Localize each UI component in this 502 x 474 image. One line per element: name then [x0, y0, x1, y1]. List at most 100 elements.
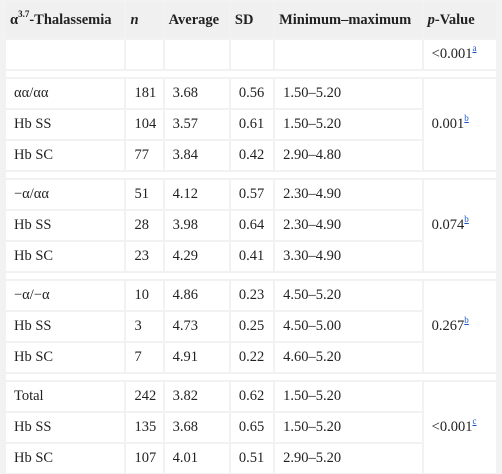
row-label: αα/αα — [6, 79, 125, 108]
table-row: Hb SS 135 3.68 0.65 1.50–5.20 — [6, 413, 496, 442]
table-row: −α/αα 51 4.12 0.57 2.30–4.90 0.074b — [6, 180, 496, 271]
header-row: α3.7-Thalassemia n Average SD Minimum–ma… — [6, 2, 496, 38]
row-sd: 0.25 — [230, 312, 274, 341]
spacer-cell — [6, 172, 496, 178]
group-p-value: 0.074b — [423, 180, 496, 271]
table-row: Hb SS 28 3.98 0.64 2.30–4.90 — [6, 211, 496, 240]
table-row: Hb SS 3 4.73 0.25 4.50–5.00 — [6, 312, 496, 341]
row-average: 4.73 — [164, 312, 229, 341]
row-average: 3.98 — [164, 211, 229, 240]
row-range: 2.90–4.80 — [275, 141, 422, 170]
row-sd: 0.23 — [230, 281, 274, 310]
row-label: Hb SC — [6, 141, 125, 170]
empty-cell — [275, 40, 422, 69]
row-n: 10 — [126, 281, 163, 310]
header-sd: SD — [230, 2, 274, 38]
row-n: 242 — [126, 382, 163, 411]
row-range: 4.50–5.20 — [275, 281, 422, 310]
row-sd: 0.62 — [230, 382, 274, 411]
row-range: 1.50–5.20 — [275, 110, 422, 139]
row-range: 1.50–5.20 — [275, 413, 422, 442]
row-sd: 0.22 — [230, 343, 274, 372]
table-row: Hb SC 7 4.91 0.22 4.60–5.20 — [6, 343, 496, 372]
table-row: Total 242 3.82 0.62 1.50–5.20 <0.001c — [6, 382, 496, 473]
row-n: 23 — [126, 242, 163, 271]
thalassemia-table: α3.7-Thalassemia n Average SD Minimum–ma… — [4, 0, 498, 474]
row-label: −α/αα — [6, 180, 125, 209]
group-spacer — [6, 273, 496, 279]
row-average: 4.29 — [164, 242, 229, 271]
row-average: 3.68 — [164, 79, 229, 108]
table-row: Hb SC 23 4.29 0.41 3.30–4.90 — [6, 242, 496, 271]
spacer-cell — [6, 71, 496, 77]
row-average: 3.68 — [164, 413, 229, 442]
row-average: 3.84 — [164, 141, 229, 170]
row-average: 4.86 — [164, 281, 229, 310]
row-average: 3.57 — [164, 110, 229, 139]
row-average: 4.01 — [164, 444, 229, 473]
spacer-cell — [6, 374, 496, 380]
row-average: 3.82 — [164, 382, 229, 411]
empty-cell — [230, 40, 274, 69]
row-n: 135 — [126, 413, 163, 442]
row-range: 2.90–5.20 — [275, 444, 422, 473]
row-sd: 0.41 — [230, 242, 274, 271]
table-row: αα/αα 181 3.68 0.56 1.50–5.20 0.001b — [6, 79, 496, 170]
header-p-value: p-Value — [423, 2, 496, 38]
row-n: 181 — [126, 79, 163, 108]
header-thalassemia: α3.7-Thalassemia — [6, 2, 125, 38]
overall-p-value: <0.001a — [423, 40, 496, 69]
row-range: 2.30–4.90 — [275, 180, 422, 209]
row-sd: 0.42 — [230, 141, 274, 170]
footnote-link[interactable]: c — [472, 416, 477, 427]
row-range: 3.30–4.90 — [275, 242, 422, 271]
row-range: 1.50–5.20 — [275, 79, 422, 108]
footnote-link[interactable]: a — [472, 43, 477, 54]
group-spacer — [6, 172, 496, 178]
empty-cell — [6, 40, 125, 69]
row-average: 4.12 — [164, 180, 229, 209]
row-average: 4.91 — [164, 343, 229, 372]
group-p-value: 0.267b — [423, 281, 496, 372]
table-row: −α/−α 10 4.86 0.23 4.50–5.20 0.267b — [6, 281, 496, 372]
row-n: 77 — [126, 141, 163, 170]
table-row: Hb SC 77 3.84 0.42 2.90–4.80 — [6, 141, 496, 170]
footnote-link[interactable]: b — [464, 214, 469, 225]
group-p-value: <0.001c — [423, 382, 496, 473]
empty-cell — [126, 40, 163, 69]
row-sd: 0.64 — [230, 211, 274, 240]
row-label: Hb SS — [6, 413, 125, 442]
row-label: −α/−α — [6, 281, 125, 310]
header-min-max: Minimum–maximum — [275, 2, 422, 38]
group-spacer — [6, 374, 496, 380]
row-n: 107 — [126, 444, 163, 473]
spacer-cell — [6, 273, 496, 279]
row-n: 3 — [126, 312, 163, 341]
row-range: 4.50–5.00 — [275, 312, 422, 341]
header-average: Average — [164, 2, 229, 38]
row-label: Hb SC — [6, 343, 125, 372]
row-sd: 0.57 — [230, 180, 274, 209]
row-label: Total — [6, 382, 125, 411]
table-row: Hb SC 107 4.01 0.51 2.90–5.20 — [6, 444, 496, 473]
row-label: Hb SS — [6, 110, 125, 139]
row-n: 28 — [126, 211, 163, 240]
row-label: Hb SS — [6, 211, 125, 240]
overall-p-row: <0.001a — [6, 40, 496, 69]
header-n: n — [126, 2, 163, 38]
row-n: 7 — [126, 343, 163, 372]
empty-cell — [164, 40, 229, 69]
row-n: 51 — [126, 180, 163, 209]
row-sd: 0.65 — [230, 413, 274, 442]
row-range: 2.30–4.90 — [275, 211, 422, 240]
row-sd: 0.51 — [230, 444, 274, 473]
row-n: 104 — [126, 110, 163, 139]
footnote-link[interactable]: b — [464, 113, 469, 124]
footnote-link[interactable]: b — [464, 315, 469, 326]
row-range: 4.60–5.20 — [275, 343, 422, 372]
row-sd: 0.61 — [230, 110, 274, 139]
row-label: Hb SS — [6, 312, 125, 341]
table-row: Hb SS 104 3.57 0.61 1.50–5.20 — [6, 110, 496, 139]
row-label: Hb SC — [6, 444, 125, 473]
